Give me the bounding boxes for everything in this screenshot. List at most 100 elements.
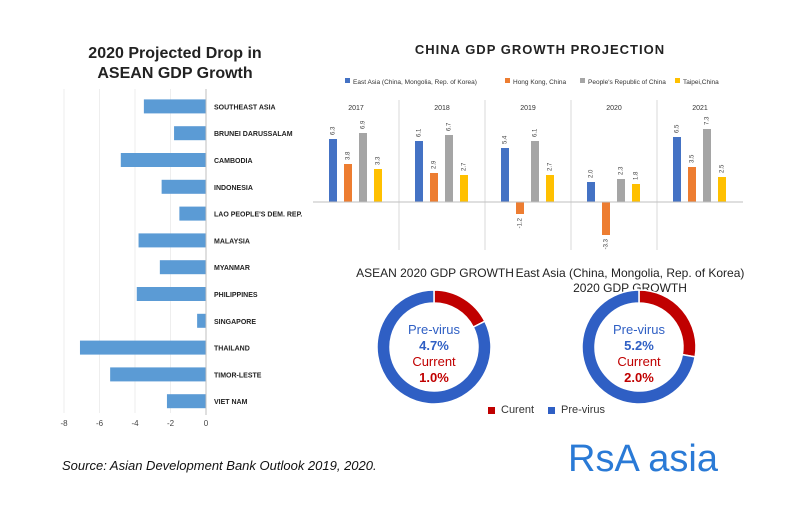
bar xyxy=(546,175,554,202)
bar xyxy=(174,126,206,141)
year-label: 2017 xyxy=(348,105,364,112)
eastasia-donut-title-line1: East Asia (China, Mongolia, Rep. of Kore… xyxy=(515,266,745,280)
data-label: 2.9 xyxy=(432,160,438,169)
legend-label: Hong Kong, China xyxy=(513,79,567,86)
data-label: 2.3 xyxy=(619,166,625,175)
category-label: VIET NAM xyxy=(214,399,248,406)
bar xyxy=(79,340,206,355)
donut-legend-label-previrus: Pre-virus xyxy=(561,404,606,416)
current-swatch xyxy=(488,406,495,414)
asean-bar-chart: SOUTHEAST ASIA BRUNEI DARUSSALAM CAMBODIA I… xyxy=(60,89,302,428)
category-label: TIMOR-LESTE xyxy=(214,372,262,379)
bar xyxy=(516,202,524,214)
bar xyxy=(374,169,382,202)
category-label: MYANMAR xyxy=(214,265,250,272)
asean-donut-chart xyxy=(376,289,492,405)
asean-donut-center: Pre-virus 4.7% Current 1.0% xyxy=(375,322,493,386)
legend-label: People's Republic of China xyxy=(588,79,666,86)
data-label: 3.8 xyxy=(346,151,352,160)
previrus-swatch xyxy=(548,406,556,414)
data-label: 6.1 xyxy=(417,128,423,137)
eastasia-previrus-value: 5.2% xyxy=(624,338,654,353)
legend-label: Taipei,China xyxy=(683,79,719,86)
bar xyxy=(138,233,206,248)
donut-slice xyxy=(376,289,492,405)
year-label: 2019 xyxy=(520,105,536,112)
eastasia-donut-title: East Asia (China, Mongolia, Rep. of Kore… xyxy=(515,266,745,296)
x-tick-label: 0 xyxy=(204,419,209,428)
eastasia-donut-chart xyxy=(581,289,697,405)
category-label: SINGAPORE xyxy=(214,319,256,326)
legend-label: East Asia (China, Mongolia, Rep. of Kore… xyxy=(353,79,477,86)
donut-legend: Curent Pre-virus xyxy=(488,404,605,416)
bar xyxy=(531,141,539,202)
bar xyxy=(718,177,726,202)
bar xyxy=(161,179,206,194)
eastasia-current-label: Current xyxy=(617,354,661,369)
bar xyxy=(329,139,337,202)
year-label: 2020 xyxy=(606,105,622,112)
legend-swatch xyxy=(580,78,585,83)
eastasia-previrus-label: Pre-virus xyxy=(612,322,665,337)
bar xyxy=(143,99,206,114)
donut-slice xyxy=(581,289,697,405)
bar xyxy=(179,206,206,221)
legend-swatch xyxy=(505,78,510,83)
data-label: -3.3 xyxy=(604,238,610,249)
data-label: 7.3 xyxy=(705,116,711,125)
bar xyxy=(166,394,206,409)
bar xyxy=(688,167,696,202)
bar xyxy=(415,141,423,202)
data-label: 2.5 xyxy=(720,164,726,173)
data-label: 2.7 xyxy=(548,162,554,171)
donut-legend-item-previrus: Pre-virus xyxy=(548,404,605,416)
year-label: 2018 xyxy=(434,105,450,112)
legend-swatch xyxy=(345,78,350,83)
asean-previrus-value: 4.7% xyxy=(419,338,449,353)
asean-current-value: 1.0% xyxy=(419,370,449,385)
bar xyxy=(136,287,206,301)
asean-current-label: Current xyxy=(412,354,456,369)
bar xyxy=(197,313,206,328)
category-label: THAILAND xyxy=(214,346,250,353)
china-chart-title: CHINA GDP GROWTH PROJECTION xyxy=(414,42,666,57)
data-label: 5.4 xyxy=(503,135,509,144)
category-label: PHILIPPINES xyxy=(214,292,258,299)
bar xyxy=(120,153,206,167)
x-tick-label: -4 xyxy=(131,419,139,428)
x-tick-label: -8 xyxy=(60,419,68,428)
eastasia-current-value: 2.0% xyxy=(624,370,654,385)
china-bar-chart: East Asia (China, Mongolia, Rep. of Kore… xyxy=(313,78,743,250)
data-label: -1.2 xyxy=(518,217,524,228)
bar xyxy=(673,137,681,202)
bar xyxy=(359,133,367,202)
data-label: 3.3 xyxy=(376,156,382,165)
bar xyxy=(344,164,352,202)
asean-chart-title-line1: 2020 Projected Drop in xyxy=(88,45,262,62)
bar xyxy=(110,367,206,382)
category-label: SOUTHEAST ASIA xyxy=(214,104,276,111)
category-label: LAO PEOPLE'S DEM. REP. xyxy=(214,212,302,219)
x-tick-label: -2 xyxy=(167,419,175,428)
data-label: 6.5 xyxy=(675,124,681,133)
source-note: Source: Asian Development Bank Outlook 2… xyxy=(62,458,377,473)
data-label: 2.7 xyxy=(462,162,468,171)
eastasia-donut-title-line2: 2020 GDP GROWTH xyxy=(573,281,687,295)
data-label: 6.3 xyxy=(331,126,337,135)
donut-legend-item-current: Curent xyxy=(488,404,534,416)
bar xyxy=(703,129,711,202)
asean-chart-title: 2020 Projected Drop in ASEAN GDP Growth xyxy=(60,44,290,84)
category-label: INDONESIA xyxy=(214,185,253,192)
bar xyxy=(159,260,206,275)
donut-legend-label-current: Curent xyxy=(501,404,535,416)
eastasia-donut-center: Pre-virus 5.2% Current 2.0% xyxy=(580,322,698,386)
bar xyxy=(632,184,640,202)
asean-previrus-label: Pre-virus xyxy=(407,322,460,337)
bar xyxy=(445,135,453,202)
category-label: CAMBODIA xyxy=(214,158,253,165)
data-label: 6.1 xyxy=(533,128,539,137)
asean-donut-title: ASEAN 2020 GDP GROWTH xyxy=(356,266,514,280)
data-label: 1.8 xyxy=(634,171,640,180)
legend-swatch xyxy=(675,78,680,83)
year-label: 2021 xyxy=(692,105,708,112)
